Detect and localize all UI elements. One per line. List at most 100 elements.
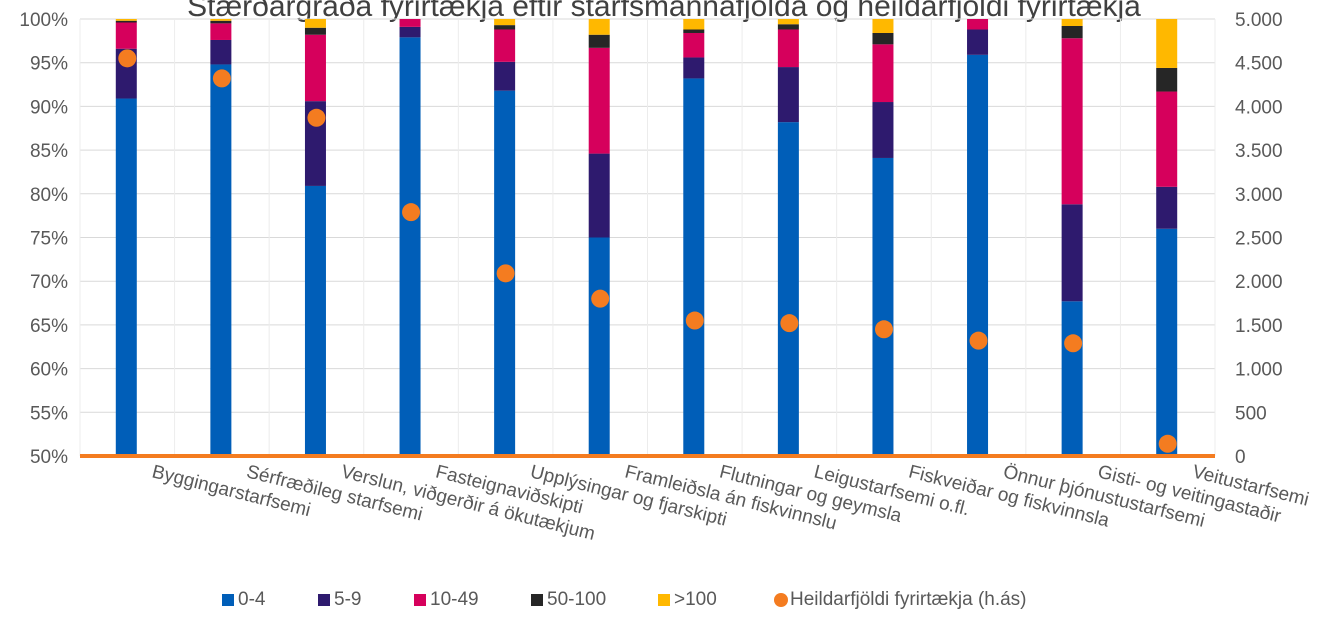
legend-label: 50-100 — [547, 589, 606, 610]
right-tick-label: 2.000 — [1235, 272, 1283, 293]
total-markers — [118, 49, 1177, 453]
right-tick-label: 2.500 — [1235, 229, 1283, 250]
left-axis-ticks: 50% 55% 60% 65% 70% 75% 80% 85% 90% 95% 100% — [19, 10, 68, 468]
bar-segment — [588, 153, 610, 238]
chart-title: Stærðargráða fyrirtækja eftir starfsmann… — [187, 0, 1141, 23]
total-marker — [307, 108, 326, 127]
bar-segment — [1156, 67, 1178, 92]
bar-segment — [872, 32, 894, 45]
gridlines — [79, 18, 1216, 457]
right-tick-label: 1.500 — [1235, 316, 1283, 337]
legend-label: 5-9 — [334, 589, 361, 610]
right-axis-ticks: 0 500 1.000 1.500 2.000 2.500 3.000 3.500 4.000 4… — [1235, 10, 1283, 468]
bar-segment — [304, 19, 326, 28]
legend-label: 10-49 — [430, 589, 479, 610]
left-tick-label: 65% — [30, 316, 68, 337]
bar-segment — [304, 27, 326, 35]
legend-swatch — [531, 594, 543, 606]
legend-swatch — [318, 594, 330, 606]
bar-segment — [872, 102, 894, 158]
left-tick-label: 90% — [30, 97, 68, 118]
bar-segment — [210, 39, 232, 65]
right-tick-label: 3.500 — [1235, 141, 1283, 162]
bar-segment — [683, 19, 705, 30]
legend-marker — [774, 593, 788, 607]
total-marker — [212, 69, 231, 88]
bar-segment — [683, 29, 705, 33]
bar-segment — [115, 20, 137, 23]
bar-segment — [683, 57, 705, 79]
bar-segment — [115, 98, 137, 456]
bar-segment — [399, 26, 421, 38]
legend-swatch — [658, 594, 670, 606]
right-tick-label: 4.500 — [1235, 54, 1283, 75]
bar-segment — [115, 19, 137, 21]
left-tick-label: 60% — [30, 360, 68, 381]
right-tick-label: 3.000 — [1235, 185, 1283, 206]
bar-segment — [872, 19, 894, 33]
left-tick-label: 75% — [30, 229, 68, 250]
total-marker — [1064, 334, 1083, 353]
bar-segment — [399, 19, 421, 27]
right-tick-label: 4.000 — [1235, 97, 1283, 118]
legend-swatch — [222, 594, 234, 606]
total-marker — [496, 264, 515, 283]
bar-segment — [210, 64, 232, 456]
total-marker — [874, 320, 893, 339]
bar-segment — [304, 34, 326, 102]
bar-segment — [872, 44, 894, 103]
total-marker — [591, 289, 610, 308]
bar-segment — [494, 29, 516, 62]
total-marker — [402, 203, 421, 222]
total-marker — [118, 49, 137, 68]
bar-segment — [588, 47, 610, 154]
bar-segment — [399, 37, 421, 456]
bar-segment — [777, 122, 799, 456]
bar-segment — [588, 34, 610, 48]
left-tick-label: 55% — [30, 403, 68, 424]
bar-segment — [777, 24, 799, 30]
bar-segment — [494, 19, 516, 26]
bar-segment — [1061, 204, 1083, 302]
bar-segment — [777, 19, 799, 25]
bar-segment — [967, 19, 989, 30]
bar-segment — [1061, 19, 1083, 26]
bar-segment — [210, 20, 232, 24]
bar-segment — [494, 61, 516, 91]
bar-segment — [1156, 228, 1178, 456]
legend-label: >100 — [674, 589, 717, 610]
bar-segment — [1061, 25, 1083, 39]
total-marker — [969, 331, 988, 350]
legend-label: Heildarfjöldi fyrirtækja (h.ás) — [790, 589, 1027, 610]
bar-segment — [777, 67, 799, 123]
legend: 0-4 5-9 10-49 50-100 >100 Heildarfjöldi fyrir… — [222, 589, 1027, 610]
bar-segment — [777, 29, 799, 68]
total-marker — [780, 314, 799, 333]
left-tick-label: 70% — [30, 272, 68, 293]
bar-segment — [967, 54, 989, 457]
bar-segment — [304, 185, 326, 456]
left-tick-label: 80% — [30, 185, 68, 206]
bar-segment — [210, 19, 232, 21]
right-tick-label: 5.000 — [1235, 10, 1283, 31]
bar-segment — [494, 25, 516, 30]
left-tick-label: 100% — [19, 10, 68, 31]
legend-swatch — [414, 594, 426, 606]
bar-segment — [1156, 186, 1178, 229]
right-tick-label: 1.000 — [1235, 360, 1283, 381]
right-tick-label: 0 — [1235, 447, 1246, 468]
bar-segment — [872, 157, 894, 456]
bar-segment — [1156, 19, 1178, 68]
bar-segment — [588, 19, 610, 35]
legend-label: 0-4 — [238, 589, 266, 610]
total-marker — [685, 311, 704, 330]
left-tick-label: 95% — [30, 54, 68, 75]
bar-segment — [115, 22, 137, 49]
bar-segment — [967, 29, 989, 55]
bar-segment — [683, 32, 705, 58]
left-tick-label: 85% — [30, 141, 68, 162]
bar-segment — [683, 78, 705, 456]
bar-segment — [210, 23, 232, 40]
